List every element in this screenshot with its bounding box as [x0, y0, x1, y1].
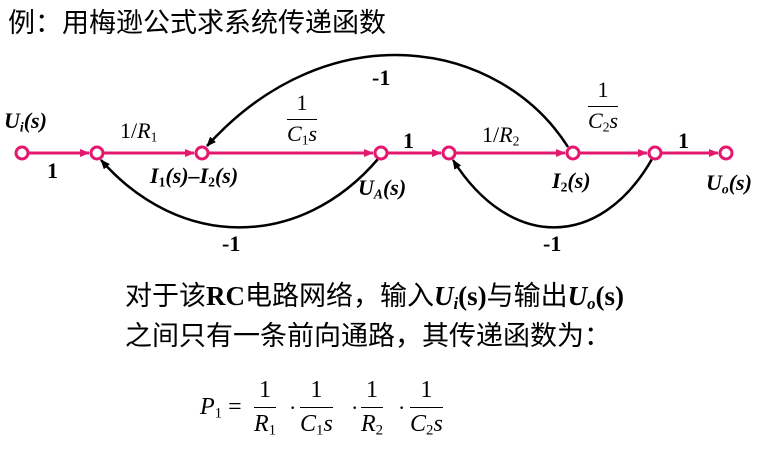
feedback-right: [451, 158, 654, 229]
gain-1-over-c2s: 1 C2s: [588, 77, 619, 135]
slide-title: 例：用梅逊公式求系统传递函数: [8, 8, 386, 38]
label-ui: Ui(s): [4, 108, 47, 135]
gain-feedback-right: -1: [543, 231, 562, 256]
formula-term-2: 1 C1s: [300, 377, 333, 439]
formula-term-1: 1 R1: [254, 377, 277, 439]
explanation-line-1: 对于该RC电路网络，输入Ui(s)与输出Uo(s): [125, 281, 625, 314]
gain-1-over-r2: 1/R2: [482, 122, 520, 149]
formula-dot-1: ·: [289, 395, 297, 420]
formula-term-3: 1 R2: [361, 377, 384, 439]
explanation-line-2: 之间只有一条前向通路，其传递函数为：: [125, 321, 611, 351]
gain-1c: 1: [678, 128, 689, 153]
label-ua: UA(s): [358, 175, 407, 202]
node-ua: [373, 145, 389, 161]
label-i2: I2(s): [552, 168, 591, 195]
gain-1: 1: [47, 158, 58, 183]
feedback-top: [206, 53, 570, 148]
gain-feedback-left: -1: [222, 231, 241, 256]
formula-lhs: P1 =: [200, 394, 242, 422]
gain-1b: 1: [403, 128, 414, 153]
node-5: [441, 145, 457, 161]
node-i2: [565, 145, 581, 161]
node-7: [647, 145, 663, 161]
gain-1-over-c1s: 1 C1s: [287, 90, 318, 148]
node-ui: [14, 145, 30, 161]
gain-feedback-top: -1: [372, 65, 391, 90]
label-uo: Uo(s): [706, 170, 752, 197]
formula-term-4: 1 C2s: [410, 377, 443, 439]
formula-dot-3: ·: [398, 395, 406, 420]
formula-dot-2: ·: [351, 395, 359, 420]
label-i1-minus-i2: I1(s)–I2(s): [150, 163, 239, 190]
node-uo: [718, 145, 734, 161]
node-i1-i2: [194, 145, 210, 161]
feedback-left: [100, 158, 379, 229]
node-2: [89, 145, 105, 161]
gain-1-over-r1: 1/R1: [120, 118, 158, 145]
